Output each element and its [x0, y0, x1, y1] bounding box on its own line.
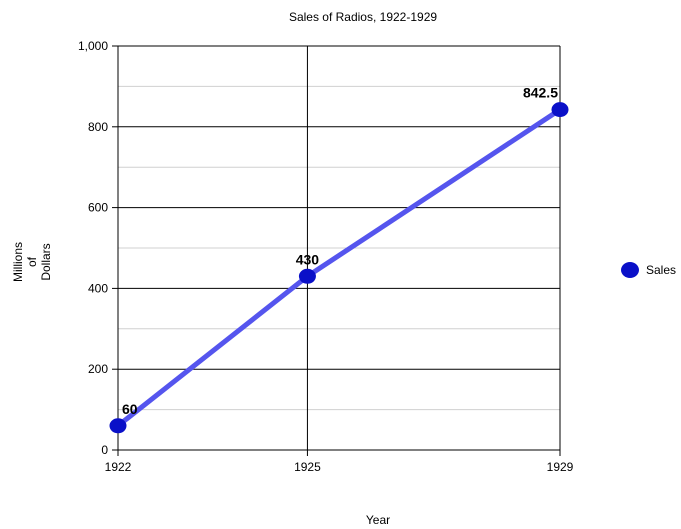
- data-point: [109, 418, 127, 434]
- y-tick-label: 600: [88, 201, 108, 215]
- legend: Sales: [621, 262, 676, 278]
- data-point: [551, 102, 569, 118]
- grid: [118, 45, 561, 450]
- series-line: [115, 107, 563, 429]
- x-tick-label: 1922: [105, 460, 132, 474]
- y-tick-labels: 0 200 400 600 800 1,000: [78, 39, 108, 457]
- axes: [112, 45, 561, 456]
- x-tick-labels: 1922 1925 1929: [105, 460, 574, 474]
- x-axis-title: Year: [366, 513, 390, 527]
- y-tick-label: 800: [88, 120, 108, 134]
- y-axis-title-line-3: Dollars: [39, 243, 53, 280]
- data-label: 842.5: [523, 85, 558, 101]
- y-tick-label: 1,000: [78, 39, 108, 53]
- legend-label: Sales: [646, 263, 676, 277]
- x-tick-label: 1929: [547, 460, 574, 474]
- legend-marker: [621, 262, 639, 278]
- data-point: [298, 268, 316, 284]
- y-axis-title-line-2: of: [25, 256, 39, 267]
- data-label: 60: [122, 401, 138, 417]
- y-tick-label: 0: [101, 443, 108, 457]
- y-axis-title: Millions of Dollars: [11, 242, 53, 282]
- y-axis-title-line-1: Millions: [11, 242, 25, 282]
- data-label: 430: [296, 251, 320, 267]
- chart-title: Sales of Radios, 1922-1929: [289, 10, 437, 24]
- y-tick-label: 200: [88, 362, 108, 376]
- series-sales: 60 430 842.5: [109, 85, 569, 434]
- x-tick-label: 1925: [294, 460, 321, 474]
- y-tick-label: 400: [88, 281, 108, 295]
